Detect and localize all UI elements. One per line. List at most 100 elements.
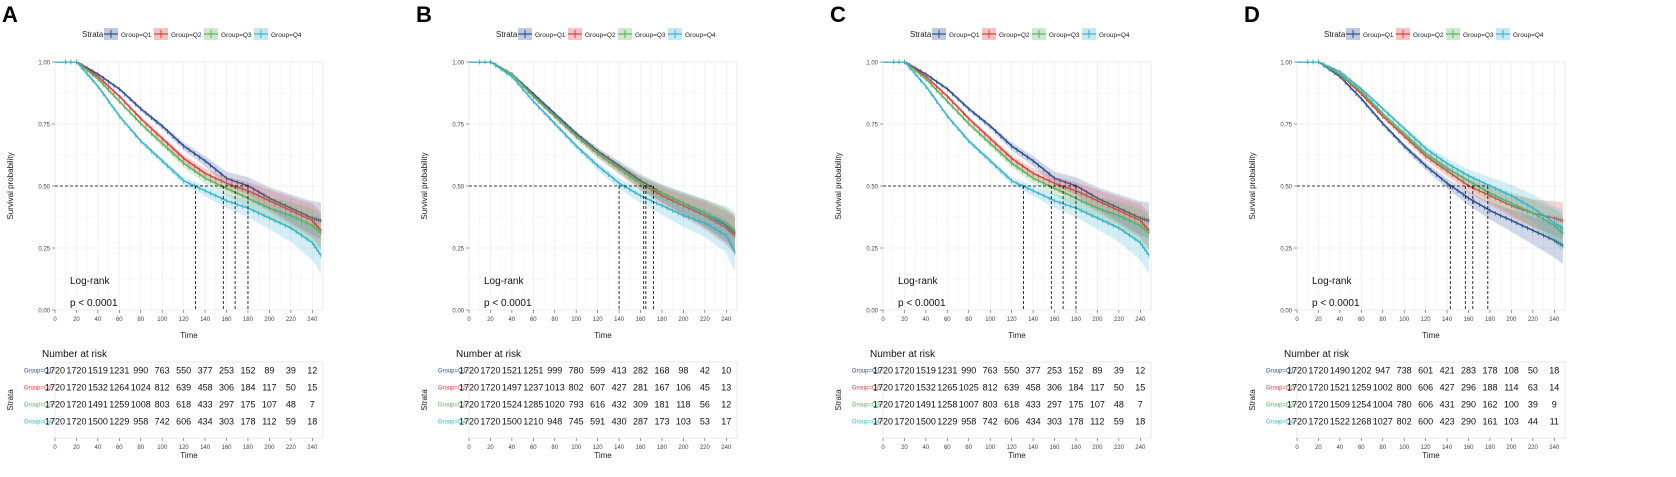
risk-cell: 1720 [459,400,479,410]
risk-cell: 606 [1004,417,1019,427]
x-tick-label: 180 [243,317,254,323]
risk-x-tick-label: 240 [1135,445,1146,451]
y-tick-label: 0.00 [1280,309,1292,315]
risk-cell: 12 [1135,366,1145,376]
risk-cell: 283 [1461,366,1476,376]
p-value-label: p < 0.0001 [1312,298,1360,309]
risk-cell: 434 [1026,417,1041,427]
panel-letter: A [2,2,18,27]
p-value-label: p < 0.0001 [484,298,532,309]
risk-x-tick-label: 180 [1485,445,1496,451]
risk-x-tick-label: 240 [1549,445,1560,451]
x-tick-label: 60 [116,317,123,323]
risk-cell: 413 [612,366,627,376]
risk-cell: 958 [961,417,976,427]
risk-cell: 1519 [916,366,936,376]
risk-cell: 1522 [1330,417,1350,427]
y-axis-label: Survival probability [6,152,15,219]
risk-cell: 1519 [88,366,108,376]
x-tick-label: 20 [73,317,80,323]
y-tick-label: 0.25 [866,247,878,253]
legend-label-q1: Group=Q1 [949,32,980,39]
risk-cell: 290 [1461,400,1476,410]
x-tick-label: 0 [467,317,471,323]
confidence-band-q4 [469,62,735,272]
risk-x-tick-label: 60 [530,445,537,451]
y-tick-label: 0.75 [866,123,878,129]
risk-cell: 39 [286,366,296,376]
risk-cell: 377 [1026,366,1041,376]
risk-cell: 990 [133,366,148,376]
risk-cell: 1720 [894,417,914,427]
risk-table-title: Number at risk [42,349,108,360]
risk-cell: 1020 [545,400,565,410]
legend-label-q1: Group=Q1 [535,32,566,39]
x-tick-label: 100 [571,317,582,323]
legend-label-q4: Group=Q4 [1513,32,1544,39]
confidence-band-q2 [55,62,321,249]
x-tick-label: 40 [509,317,516,323]
risk-cell: 550 [176,366,191,376]
panel-d: D Strata Group=Q1 Group=Q2 Group=Q3 Group=Q4 0… [1244,2,1566,460]
risk-x-tick-label: 240 [307,445,318,451]
x-tick-label: 0 [1295,317,1299,323]
risk-cell: 1720 [873,383,893,393]
risk-cell: 118 [676,400,690,410]
risk-cell: 178 [1482,366,1497,376]
risk-row-label-q1: Group=Q1 [438,369,467,375]
risk-cell: 601 [1418,366,1433,376]
survival-curves [1297,59,1564,264]
risk-cell: 89 [264,366,274,376]
risk-cell: 1258 [937,400,957,410]
confidence-band-q4 [1297,62,1563,247]
p-value-label: p < 0.0001 [70,298,118,309]
risk-cell: 1497 [502,383,522,393]
risk-cell: 738 [1397,366,1412,376]
x-tick-label: 200 [1506,317,1517,323]
y-tick-label: 0.75 [452,123,464,129]
y-tick-label: 0.25 [38,247,50,253]
risk-cell: 1254 [1351,400,1371,410]
x-axis-label: Time [180,331,198,340]
risk-cell: 15 [307,383,317,393]
risk-cell: 763 [983,366,998,376]
risk-cell: 184 [240,383,255,393]
risk-cell: 112 [1090,417,1104,427]
x-tick-label: 80 [551,317,558,323]
risk-row-label-q4: Group=Q4 [852,420,881,426]
x-tick-label: 80 [1379,317,1386,323]
risk-x-tick-label: 200 [1506,445,1517,451]
x-tick-label: 20 [487,317,494,323]
risk-row-label-q2: Group=Q2 [438,386,467,392]
risk-cell: 152 [1068,366,1083,376]
risk-x-tick-label: 140 [614,445,625,451]
risk-cell: 18 [1135,417,1145,427]
survival-curves [883,59,1150,274]
risk-cell: 9 [1552,400,1557,410]
x-tick-label: 140 [614,317,625,323]
risk-cell: 802 [569,383,584,393]
risk-table-y-label: Strata [1248,389,1257,411]
y-tick-label: 0.00 [452,309,464,315]
x-tick-label: 60 [944,317,951,323]
x-tick-label: 120 [1007,317,1018,323]
x-tick-label: 100 [985,317,996,323]
x-tick-label: 160 [636,317,647,323]
risk-cell: 1720 [1287,383,1307,393]
risk-table-y-label: Strata [6,389,15,411]
risk-cell: 1720 [1287,417,1307,427]
y-axis-label: Survival probability [1248,152,1257,219]
survival-curves [469,59,736,272]
risk-x-tick-label: 120 [1421,445,1432,451]
risk-cell: 1237 [523,383,543,393]
risk-x-axis-label: Time [1422,451,1440,460]
risk-table-title: Number at risk [1284,349,1350,360]
x-tick-label: 160 [222,317,233,323]
legend-label-q1: Group=Q1 [1363,32,1394,39]
risk-cell: 812 [983,383,998,393]
risk-x-tick-label: 220 [1528,445,1539,451]
risk-x-tick-label: 100 [1399,445,1410,451]
risk-cell: 1720 [873,366,893,376]
